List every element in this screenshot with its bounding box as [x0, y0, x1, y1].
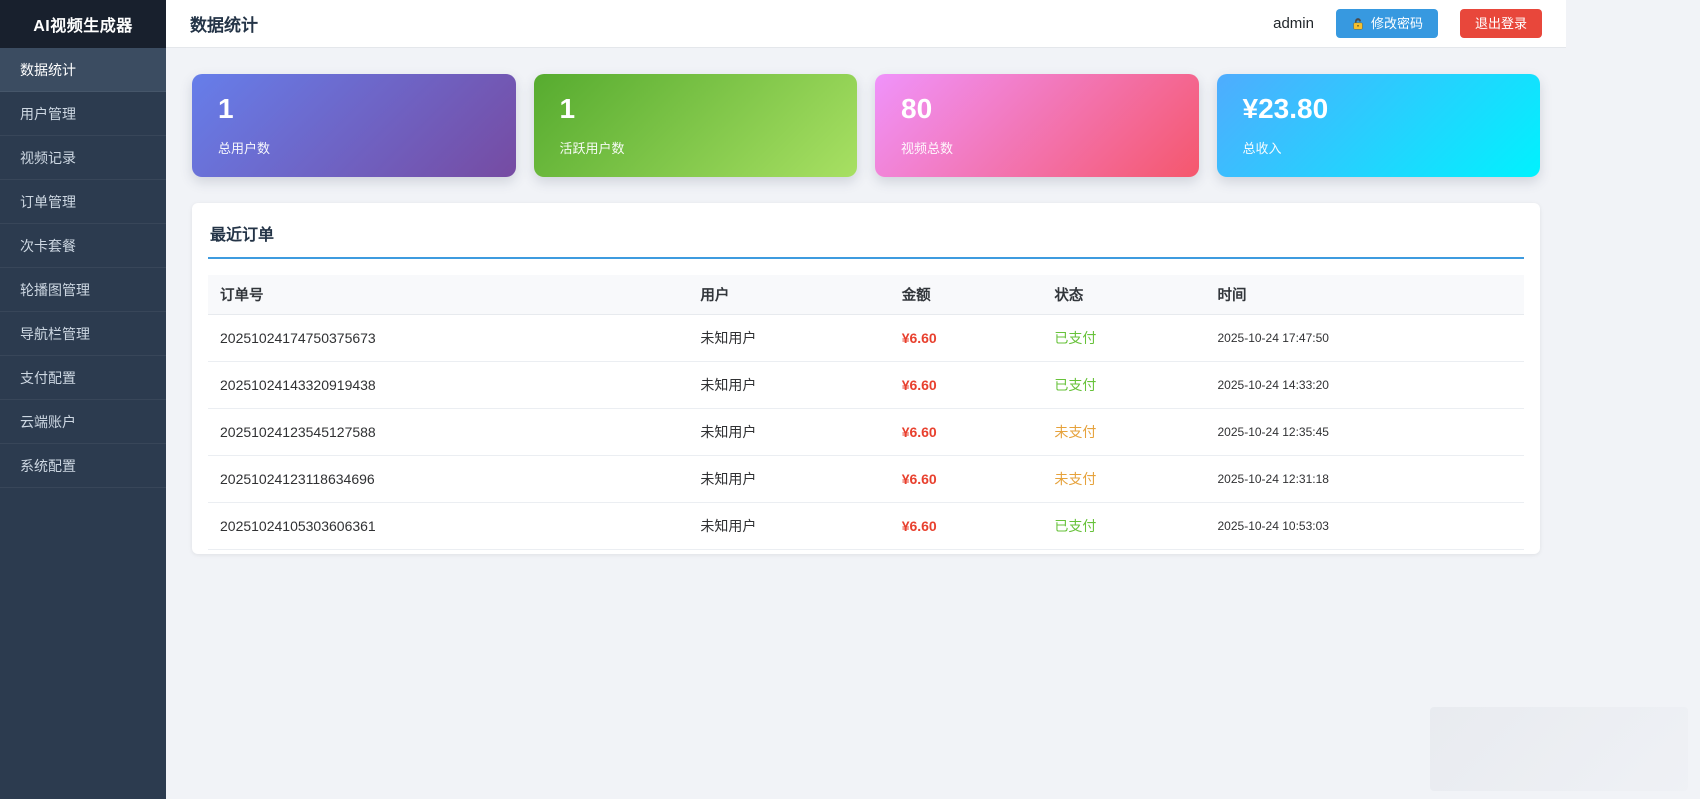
change-password-button[interactable]: 修改密码 — [1335, 8, 1438, 39]
sidebar-item-system-config[interactable]: 系统配置 — [0, 444, 166, 488]
stat-label: 活跃用户数 — [559, 141, 625, 156]
col-header-amount: 金额 — [889, 275, 1043, 315]
stat-value: 80 — [901, 93, 933, 124]
order-user-cell: 未知用户 — [688, 408, 890, 456]
order-no-cell: 20251024174750375673 — [208, 314, 689, 362]
recent-orders-title: 最近订单 — [208, 221, 1524, 259]
order-no-cell: 20251024123545127588 — [208, 408, 689, 456]
sidebar-item-label: 用户管理 — [20, 105, 76, 122]
content: 1 总用户数 1 活跃用户数 80 视频总数 ¥23.80 总收入 — [166, 48, 1566, 580]
page-title: 数据统计 — [190, 16, 258, 35]
col-header-status: 状态 — [1042, 275, 1206, 315]
order-row: 20251024174750375673 未知用户 ¥6.60 已支付 2025… — [208, 314, 1524, 362]
stat-value: 1 — [559, 93, 576, 124]
logout-button[interactable]: 退出登录 — [1459, 8, 1542, 39]
order-amount-cell: ¥6.60 — [889, 408, 1043, 456]
sidebar-item-label: 视频记录 — [20, 149, 76, 166]
order-user-cell: 未知用户 — [688, 455, 890, 503]
order-amount-cell: ¥6.60 — [889, 455, 1043, 503]
order-status-cell: 已支付 — [1042, 361, 1206, 409]
topbar: 数据统计 admin 修改密码 退 — [166, 0, 1566, 48]
sidebar-item-data-stats[interactable]: 数据统计 — [0, 48, 166, 92]
stat-value: ¥23.80 — [1242, 93, 1329, 124]
topbar-right: admin 修改密码 退出登录 — [1273, 8, 1542, 39]
stat-card-active-users: 1 活跃用户数 — [533, 74, 857, 177]
sidebar-item-carousel-management[interactable]: 轮播图管理 — [0, 268, 166, 312]
app-logo: AI视频生成器 — [0, 0, 166, 48]
col-header-order-no: 订单号 — [208, 275, 689, 315]
app-window: AI视频生成器 数据统计 用户管理 视频记录 订单管理 次卡套餐 轮 — [0, 0, 1566, 799]
sidebar: AI视频生成器 数据统计 用户管理 视频记录 订单管理 次卡套餐 轮 — [0, 0, 166, 799]
main-area: 数据统计 admin 修改密码 退 — [166, 0, 1566, 799]
order-time-cell: 2025-10-24 12:35:45 — [1205, 408, 1524, 456]
col-header-user: 用户 — [688, 275, 890, 315]
order-status-cell: 未支付 — [1042, 455, 1206, 503]
sidebar-item-order-management[interactable]: 订单管理 — [0, 180, 166, 224]
order-row: 20251024123118634696 未知用户 ¥6.60 未支付 2025… — [208, 455, 1524, 503]
stat-card-total-users: 1 总用户数 — [192, 74, 516, 177]
stat-card-total-revenue: ¥23.80 总收入 — [1216, 74, 1540, 177]
order-user-cell: 未知用户 — [688, 314, 890, 362]
orders-header-row: 订单号 用户 金额 状态 时间 — [208, 275, 1524, 315]
order-row: 20251024105303606361 未知用户 ¥6.60 已支付 2025… — [208, 502, 1524, 550]
sidebar-item-label: 系统配置 — [20, 457, 76, 474]
sidebar-menu: 数据统计 用户管理 视频记录 订单管理 次卡套餐 轮播图管理 导 — [0, 48, 166, 488]
order-status-cell: 已支付 — [1042, 314, 1206, 362]
sidebar-item-label: 轮播图管理 — [20, 281, 90, 298]
sidebar-item-label: 订单管理 — [20, 193, 76, 210]
stat-value: 1 — [218, 93, 234, 124]
order-status-cell: 已支付 — [1042, 502, 1206, 550]
lock-icon — [1351, 17, 1365, 31]
username: admin — [1273, 15, 1314, 32]
order-amount-cell: ¥6.60 — [889, 361, 1043, 409]
change-password-label: 修改密码 — [1370, 15, 1423, 31]
orders-table: 订单号 用户 金额 状态 时间 20251024174750375673 未知用… — [208, 275, 1524, 550]
order-user-cell: 未知用户 — [688, 502, 890, 550]
logout-label: 退出登录 — [1474, 15, 1527, 31]
sidebar-item-label: 云端账户 — [20, 413, 76, 430]
sidebar-item-label: 数据统计 — [20, 61, 76, 78]
stat-label: 视频总数 — [901, 141, 954, 156]
stat-label: 总收入 — [1242, 141, 1282, 156]
order-row: 20251024123545127588 未知用户 ¥6.60 未支付 2025… — [208, 408, 1524, 456]
order-status-cell: 未支付 — [1042, 408, 1206, 456]
sidebar-item-user-management[interactable]: 用户管理 — [0, 92, 166, 136]
stat-label: 总用户数 — [218, 141, 271, 156]
order-time-cell: 2025-10-24 17:47:50 — [1205, 314, 1524, 362]
order-time-cell: 2025-10-24 12:31:18 — [1205, 455, 1524, 503]
sidebar-item-label: 支付配置 — [20, 369, 76, 386]
sidebar-item-cloud-accounts[interactable]: 云端账户 — [0, 400, 166, 444]
recent-orders-panel: 最近订单 订单号 用户 金额 状态 时间 — [192, 203, 1540, 554]
sidebar-item-card-packages[interactable]: 次卡套餐 — [0, 224, 166, 268]
order-amount-cell: ¥6.60 — [889, 314, 1043, 362]
order-no-cell: 20251024105303606361 — [208, 502, 689, 550]
col-header-time: 时间 — [1205, 275, 1524, 315]
sidebar-item-payment-config[interactable]: 支付配置 — [0, 356, 166, 400]
stat-cards: 1 总用户数 1 活跃用户数 80 视频总数 ¥23.80 总收入 — [192, 74, 1540, 177]
order-user-cell: 未知用户 — [688, 361, 890, 409]
order-row: 20251024143320919438 未知用户 ¥6.60 已支付 2025… — [208, 361, 1524, 409]
sidebar-item-label: 次卡套餐 — [20, 237, 76, 254]
order-no-cell: 20251024123118634696 — [208, 455, 689, 503]
order-amount-cell: ¥6.60 — [889, 502, 1043, 550]
sidebar-item-navbar-management[interactable]: 导航栏管理 — [0, 312, 166, 356]
sidebar-item-label: 导航栏管理 — [20, 325, 90, 342]
stat-card-total-videos: 80 视频总数 — [875, 74, 1199, 177]
order-no-cell: 20251024143320919438 — [208, 361, 689, 409]
sidebar-item-video-records[interactable]: 视频记录 — [0, 136, 166, 180]
order-time-cell: 2025-10-24 14:33:20 — [1205, 361, 1524, 409]
order-time-cell: 2025-10-24 10:53:03 — [1205, 502, 1524, 550]
